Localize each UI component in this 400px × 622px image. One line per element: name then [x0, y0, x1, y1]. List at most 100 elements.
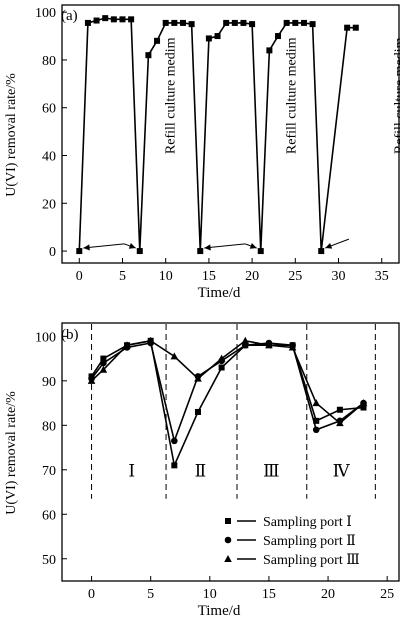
x-tick-label-0-1: 5	[119, 269, 126, 284]
series-1-0-line	[90, 339, 364, 469]
point-0-0-28	[318, 248, 325, 255]
point-1-0-12	[360, 404, 367, 411]
point-1-2-4	[170, 352, 179, 360]
phase-label-1: Ⅱ	[195, 461, 207, 480]
panel-a-ylabel: U(VI) removal rate/%	[4, 73, 19, 197]
y-tick-label-0-2: 40	[42, 150, 56, 165]
annotation-1-arrowhead-0	[204, 244, 211, 251]
annotation-0-arrow-0	[83, 243, 125, 249]
x-tick-label-1-5: 25	[380, 587, 394, 602]
legend-label-0: Sampling port Ⅰ	[263, 515, 352, 530]
panel-1-plot-frame	[61, 322, 400, 582]
point-1-2-0	[87, 376, 96, 384]
point-1-1-4	[171, 437, 178, 445]
point-1-2-11	[336, 419, 344, 427]
point-0-0-14	[197, 248, 204, 255]
y-tick-label-0-0: 0	[49, 245, 56, 260]
annotation-2-arrowhead-0	[325, 242, 333, 249]
annotation-0-arrowhead-1	[128, 243, 136, 249]
legend-marker-1	[224, 536, 232, 544]
annotation-1-arrow-0	[204, 243, 246, 249]
point-0-0-10	[162, 19, 169, 26]
legend-marker-2	[224, 555, 232, 562]
point-0-0-8	[145, 52, 152, 59]
y-tick-label-0-5: 100	[35, 6, 56, 21]
point-0-0-6	[128, 16, 135, 23]
point-0-0-20	[249, 21, 256, 28]
x-tick-label-1-4: 20	[321, 587, 335, 602]
panel-a-label: (a)	[61, 8, 78, 24]
x-tick-label-0-3: 15	[202, 269, 216, 284]
series-1-2-line	[91, 339, 365, 425]
point-0-0-30	[352, 24, 359, 31]
point-0-0-22	[266, 47, 273, 54]
point-0-0-16	[214, 33, 221, 40]
panel-b-xlabel: Time/d	[198, 603, 241, 619]
point-0-0-1	[84, 19, 91, 26]
point-1-1-1	[100, 359, 107, 367]
point-0-0-4	[110, 16, 117, 23]
point-0-0-3	[102, 15, 109, 22]
x-tick-label-1-3: 15	[262, 587, 276, 602]
x-tick-label-1-1: 5	[147, 587, 154, 602]
point-1-2-9	[288, 343, 297, 351]
legend-marker-0	[225, 518, 231, 524]
y-tick-label-1-4: 90	[42, 375, 56, 390]
y-tick-label-0-3: 60	[42, 102, 56, 117]
panel-b: (b) Time/d U(VI) removal rate/% 0 5 10 15 20…	[4, 322, 400, 619]
point-0-0-21	[257, 248, 264, 255]
y-tick-label-1-5: 100	[35, 330, 56, 345]
panel-a-xlabel: Time/d	[198, 285, 241, 301]
point-0-0-29	[344, 24, 351, 31]
annotation-1-arrowhead-1	[249, 243, 257, 249]
legend-label-1: Sampling port Ⅱ	[263, 534, 356, 549]
point-0-0-9	[154, 37, 161, 44]
point-0-0-2	[93, 17, 100, 24]
phase-label-3: Ⅳ	[333, 461, 351, 480]
point-0-0-27	[309, 21, 316, 28]
point-0-0-24	[283, 19, 290, 26]
annotation-1-text: Refill culture medim	[284, 37, 299, 154]
point-1-2-2	[123, 341, 131, 349]
point-1-0-11	[336, 406, 343, 413]
legend-label-2: Sampling port Ⅲ	[263, 553, 360, 568]
point-1-2-10	[312, 399, 321, 407]
point-1-0-4	[171, 462, 178, 469]
point-1-0-1	[100, 355, 107, 362]
x-tick-label-1-0: 0	[88, 587, 95, 602]
y-tick-label-1-3: 80	[42, 419, 56, 434]
point-1-0-6	[218, 364, 225, 371]
y-tick-label-1-0: 50	[42, 553, 56, 568]
x-tick-label-0-2: 10	[159, 269, 173, 284]
phase-label-0: Ⅰ	[128, 461, 135, 480]
point-0-0-19	[240, 19, 247, 26]
point-1-2-8	[265, 341, 273, 349]
x-tick-label-0-5: 25	[288, 269, 302, 284]
y-tick-label-1-2: 70	[42, 464, 56, 479]
point-1-1-10	[312, 426, 320, 434]
point-1-2-1	[99, 365, 108, 373]
point-0-0-25	[292, 19, 299, 26]
x-tick-label-1-2: 10	[203, 587, 217, 602]
point-1-2-7	[241, 336, 250, 344]
series-0-0-line	[78, 17, 356, 252]
point-1-2-12	[359, 399, 368, 407]
panel-b-ylabel: U(VI) removal rate/%	[4, 391, 19, 515]
point-0-0-23	[275, 33, 282, 40]
point-0-0-15	[205, 35, 212, 42]
point-1-0-5	[194, 408, 201, 415]
point-0-0-7	[136, 248, 143, 255]
point-0-0-13	[188, 21, 195, 28]
point-0-0-12	[179, 19, 186, 26]
panel-0-plot-frame	[61, 4, 400, 264]
point-0-0-11	[171, 19, 178, 26]
y-tick-label-1-1: 60	[42, 508, 56, 523]
point-1-2-6	[217, 354, 226, 362]
point-0-0-18	[231, 19, 238, 26]
point-1-0-10	[313, 417, 320, 424]
annotation-0-arrowhead-0	[83, 244, 90, 251]
point-0-0-0	[76, 248, 83, 255]
point-0-0-26	[300, 19, 307, 26]
point-1-2-5	[194, 374, 202, 382]
